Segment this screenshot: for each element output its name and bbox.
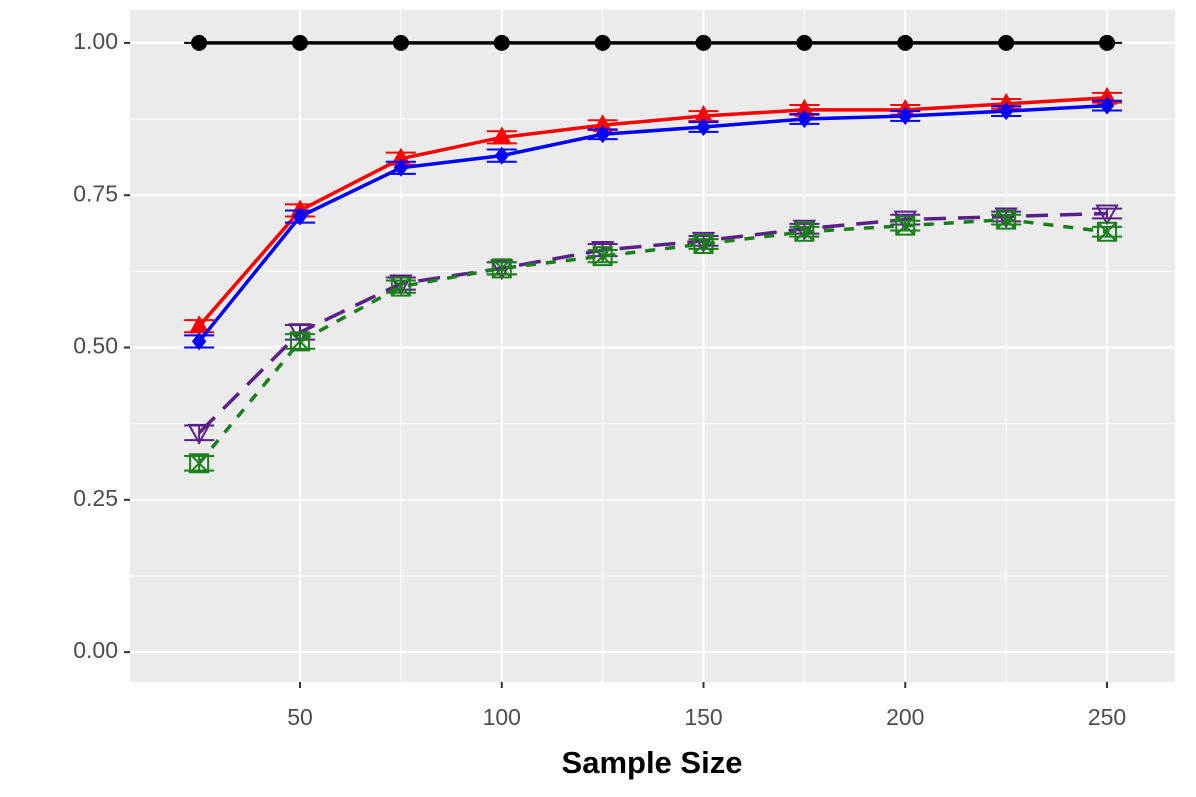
marker xyxy=(898,107,913,126)
marker xyxy=(998,102,1014,121)
marker xyxy=(189,453,210,474)
x-tick-label: 100 xyxy=(483,704,521,730)
marker xyxy=(794,221,815,242)
marker xyxy=(595,125,610,144)
x-tick-label: 50 xyxy=(287,704,313,730)
y-tick-label: 1.00 xyxy=(73,28,118,54)
marker xyxy=(187,423,211,445)
marker xyxy=(693,233,714,254)
marker xyxy=(390,276,411,297)
marker xyxy=(1097,221,1118,242)
y-tick-label: 0.25 xyxy=(73,485,118,511)
marker xyxy=(191,34,208,51)
marker xyxy=(393,158,409,177)
marker xyxy=(291,34,308,51)
marker xyxy=(289,331,310,352)
y-tick-label: 0.50 xyxy=(73,333,118,359)
marker xyxy=(392,34,409,51)
marker xyxy=(592,114,613,133)
error-bar xyxy=(1092,207,1123,220)
series-line xyxy=(197,103,1108,343)
series-line xyxy=(197,95,1108,328)
marker xyxy=(592,246,613,267)
marker xyxy=(389,274,413,296)
y-tick-label: 0.00 xyxy=(73,637,118,663)
marker xyxy=(696,117,711,136)
marker xyxy=(895,215,916,236)
marker xyxy=(292,207,308,226)
marker xyxy=(994,207,1018,229)
marker xyxy=(796,34,813,51)
marker xyxy=(1095,204,1119,226)
y-tick-label: 0.75 xyxy=(73,180,118,206)
marker xyxy=(191,332,207,351)
marker xyxy=(996,209,1017,230)
marker xyxy=(491,126,512,145)
marker xyxy=(1099,96,1115,115)
marker xyxy=(1099,34,1116,51)
x-tick-label: 200 xyxy=(886,704,924,730)
marker xyxy=(491,258,512,279)
marker xyxy=(494,146,509,165)
x-tick-label: 150 xyxy=(684,704,722,730)
marker xyxy=(693,105,714,124)
marker xyxy=(695,34,712,51)
marker xyxy=(794,98,815,117)
marker xyxy=(897,34,914,51)
marker xyxy=(594,34,611,51)
marker xyxy=(998,34,1015,51)
x-axis-label: Sample Size xyxy=(562,745,743,780)
marker xyxy=(493,34,510,51)
series-line xyxy=(197,217,1108,465)
marker xyxy=(797,110,812,129)
marker xyxy=(189,315,210,334)
x-tick-label: 250 xyxy=(1088,704,1126,730)
